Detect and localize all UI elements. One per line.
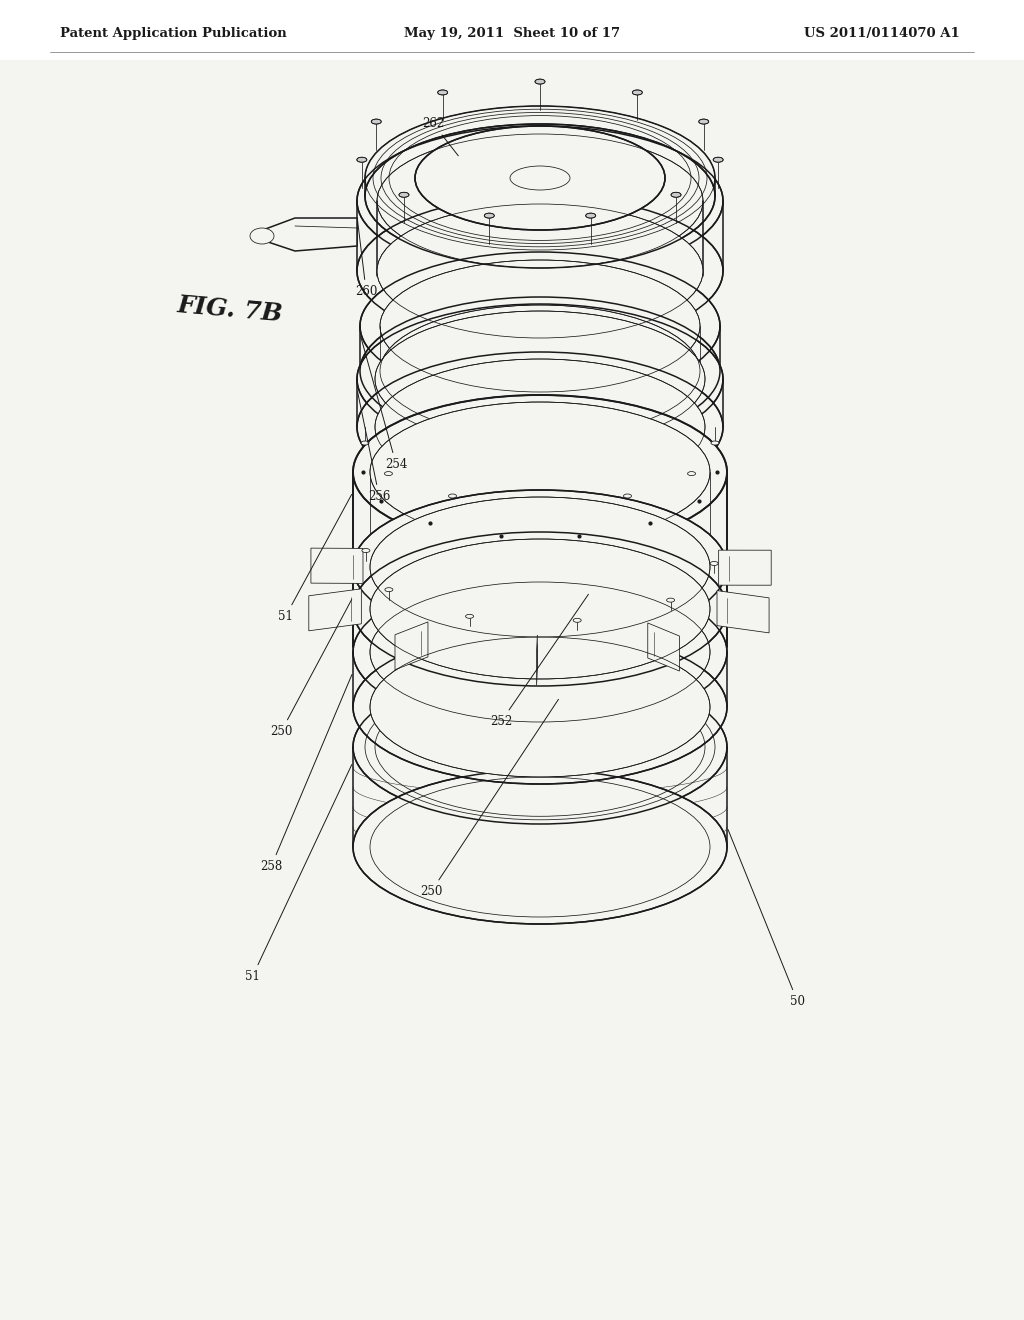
Ellipse shape xyxy=(353,770,727,924)
Text: 254: 254 xyxy=(360,337,408,471)
Ellipse shape xyxy=(535,79,545,84)
Ellipse shape xyxy=(353,671,727,824)
Ellipse shape xyxy=(687,471,695,475)
Ellipse shape xyxy=(586,213,596,218)
Ellipse shape xyxy=(671,193,681,197)
Text: 250: 250 xyxy=(270,599,351,738)
Ellipse shape xyxy=(353,395,727,549)
Ellipse shape xyxy=(357,125,723,276)
Ellipse shape xyxy=(711,441,719,445)
Ellipse shape xyxy=(357,304,723,454)
Ellipse shape xyxy=(360,252,720,400)
Text: 50: 50 xyxy=(728,829,805,1008)
Ellipse shape xyxy=(437,90,447,95)
Text: 260: 260 xyxy=(355,219,378,298)
Ellipse shape xyxy=(353,532,727,686)
Ellipse shape xyxy=(466,614,473,618)
Ellipse shape xyxy=(667,598,675,602)
Ellipse shape xyxy=(380,305,700,437)
Ellipse shape xyxy=(573,618,582,622)
Ellipse shape xyxy=(370,638,710,777)
Polygon shape xyxy=(311,548,362,583)
Ellipse shape xyxy=(375,359,705,495)
Text: Patent Application Publication: Patent Application Publication xyxy=(60,26,287,40)
Ellipse shape xyxy=(357,352,723,502)
Ellipse shape xyxy=(353,490,727,644)
Ellipse shape xyxy=(353,576,727,729)
Text: 262: 262 xyxy=(422,117,459,156)
Text: 250: 250 xyxy=(420,700,558,898)
Polygon shape xyxy=(717,590,769,632)
Polygon shape xyxy=(719,550,771,585)
Ellipse shape xyxy=(536,502,544,506)
Ellipse shape xyxy=(361,441,369,445)
Text: 51: 51 xyxy=(278,495,351,623)
Ellipse shape xyxy=(510,166,570,190)
Text: 256: 256 xyxy=(357,392,390,503)
Ellipse shape xyxy=(484,213,495,218)
Ellipse shape xyxy=(377,205,703,338)
Ellipse shape xyxy=(713,157,723,162)
Ellipse shape xyxy=(380,260,700,392)
Ellipse shape xyxy=(698,119,709,124)
Ellipse shape xyxy=(370,539,710,678)
Ellipse shape xyxy=(365,124,715,268)
Ellipse shape xyxy=(361,549,370,553)
Polygon shape xyxy=(309,589,361,631)
Ellipse shape xyxy=(377,135,703,268)
Bar xyxy=(0,0,1024,59)
Ellipse shape xyxy=(632,90,642,95)
Polygon shape xyxy=(395,622,428,669)
Ellipse shape xyxy=(357,195,723,346)
Text: FIG. 7B: FIG. 7B xyxy=(176,293,284,326)
Ellipse shape xyxy=(353,630,727,784)
Ellipse shape xyxy=(710,561,718,565)
Ellipse shape xyxy=(375,312,705,447)
Ellipse shape xyxy=(370,582,710,722)
Ellipse shape xyxy=(372,119,381,124)
Text: May 19, 2011  Sheet 10 of 17: May 19, 2011 Sheet 10 of 17 xyxy=(403,26,621,40)
Polygon shape xyxy=(260,218,357,251)
Ellipse shape xyxy=(370,498,710,638)
Text: 51: 51 xyxy=(245,764,352,983)
Ellipse shape xyxy=(415,125,665,230)
Ellipse shape xyxy=(360,297,720,445)
Polygon shape xyxy=(648,623,680,671)
Ellipse shape xyxy=(365,106,715,249)
Text: 252: 252 xyxy=(490,594,589,729)
Ellipse shape xyxy=(370,403,710,543)
Ellipse shape xyxy=(385,587,393,591)
Ellipse shape xyxy=(624,494,632,498)
Ellipse shape xyxy=(250,228,274,244)
Ellipse shape xyxy=(384,471,392,475)
Text: US 2011/0114070 A1: US 2011/0114070 A1 xyxy=(804,26,961,40)
Ellipse shape xyxy=(449,494,457,498)
Ellipse shape xyxy=(356,157,367,162)
Ellipse shape xyxy=(399,193,409,197)
Text: 258: 258 xyxy=(260,675,352,873)
